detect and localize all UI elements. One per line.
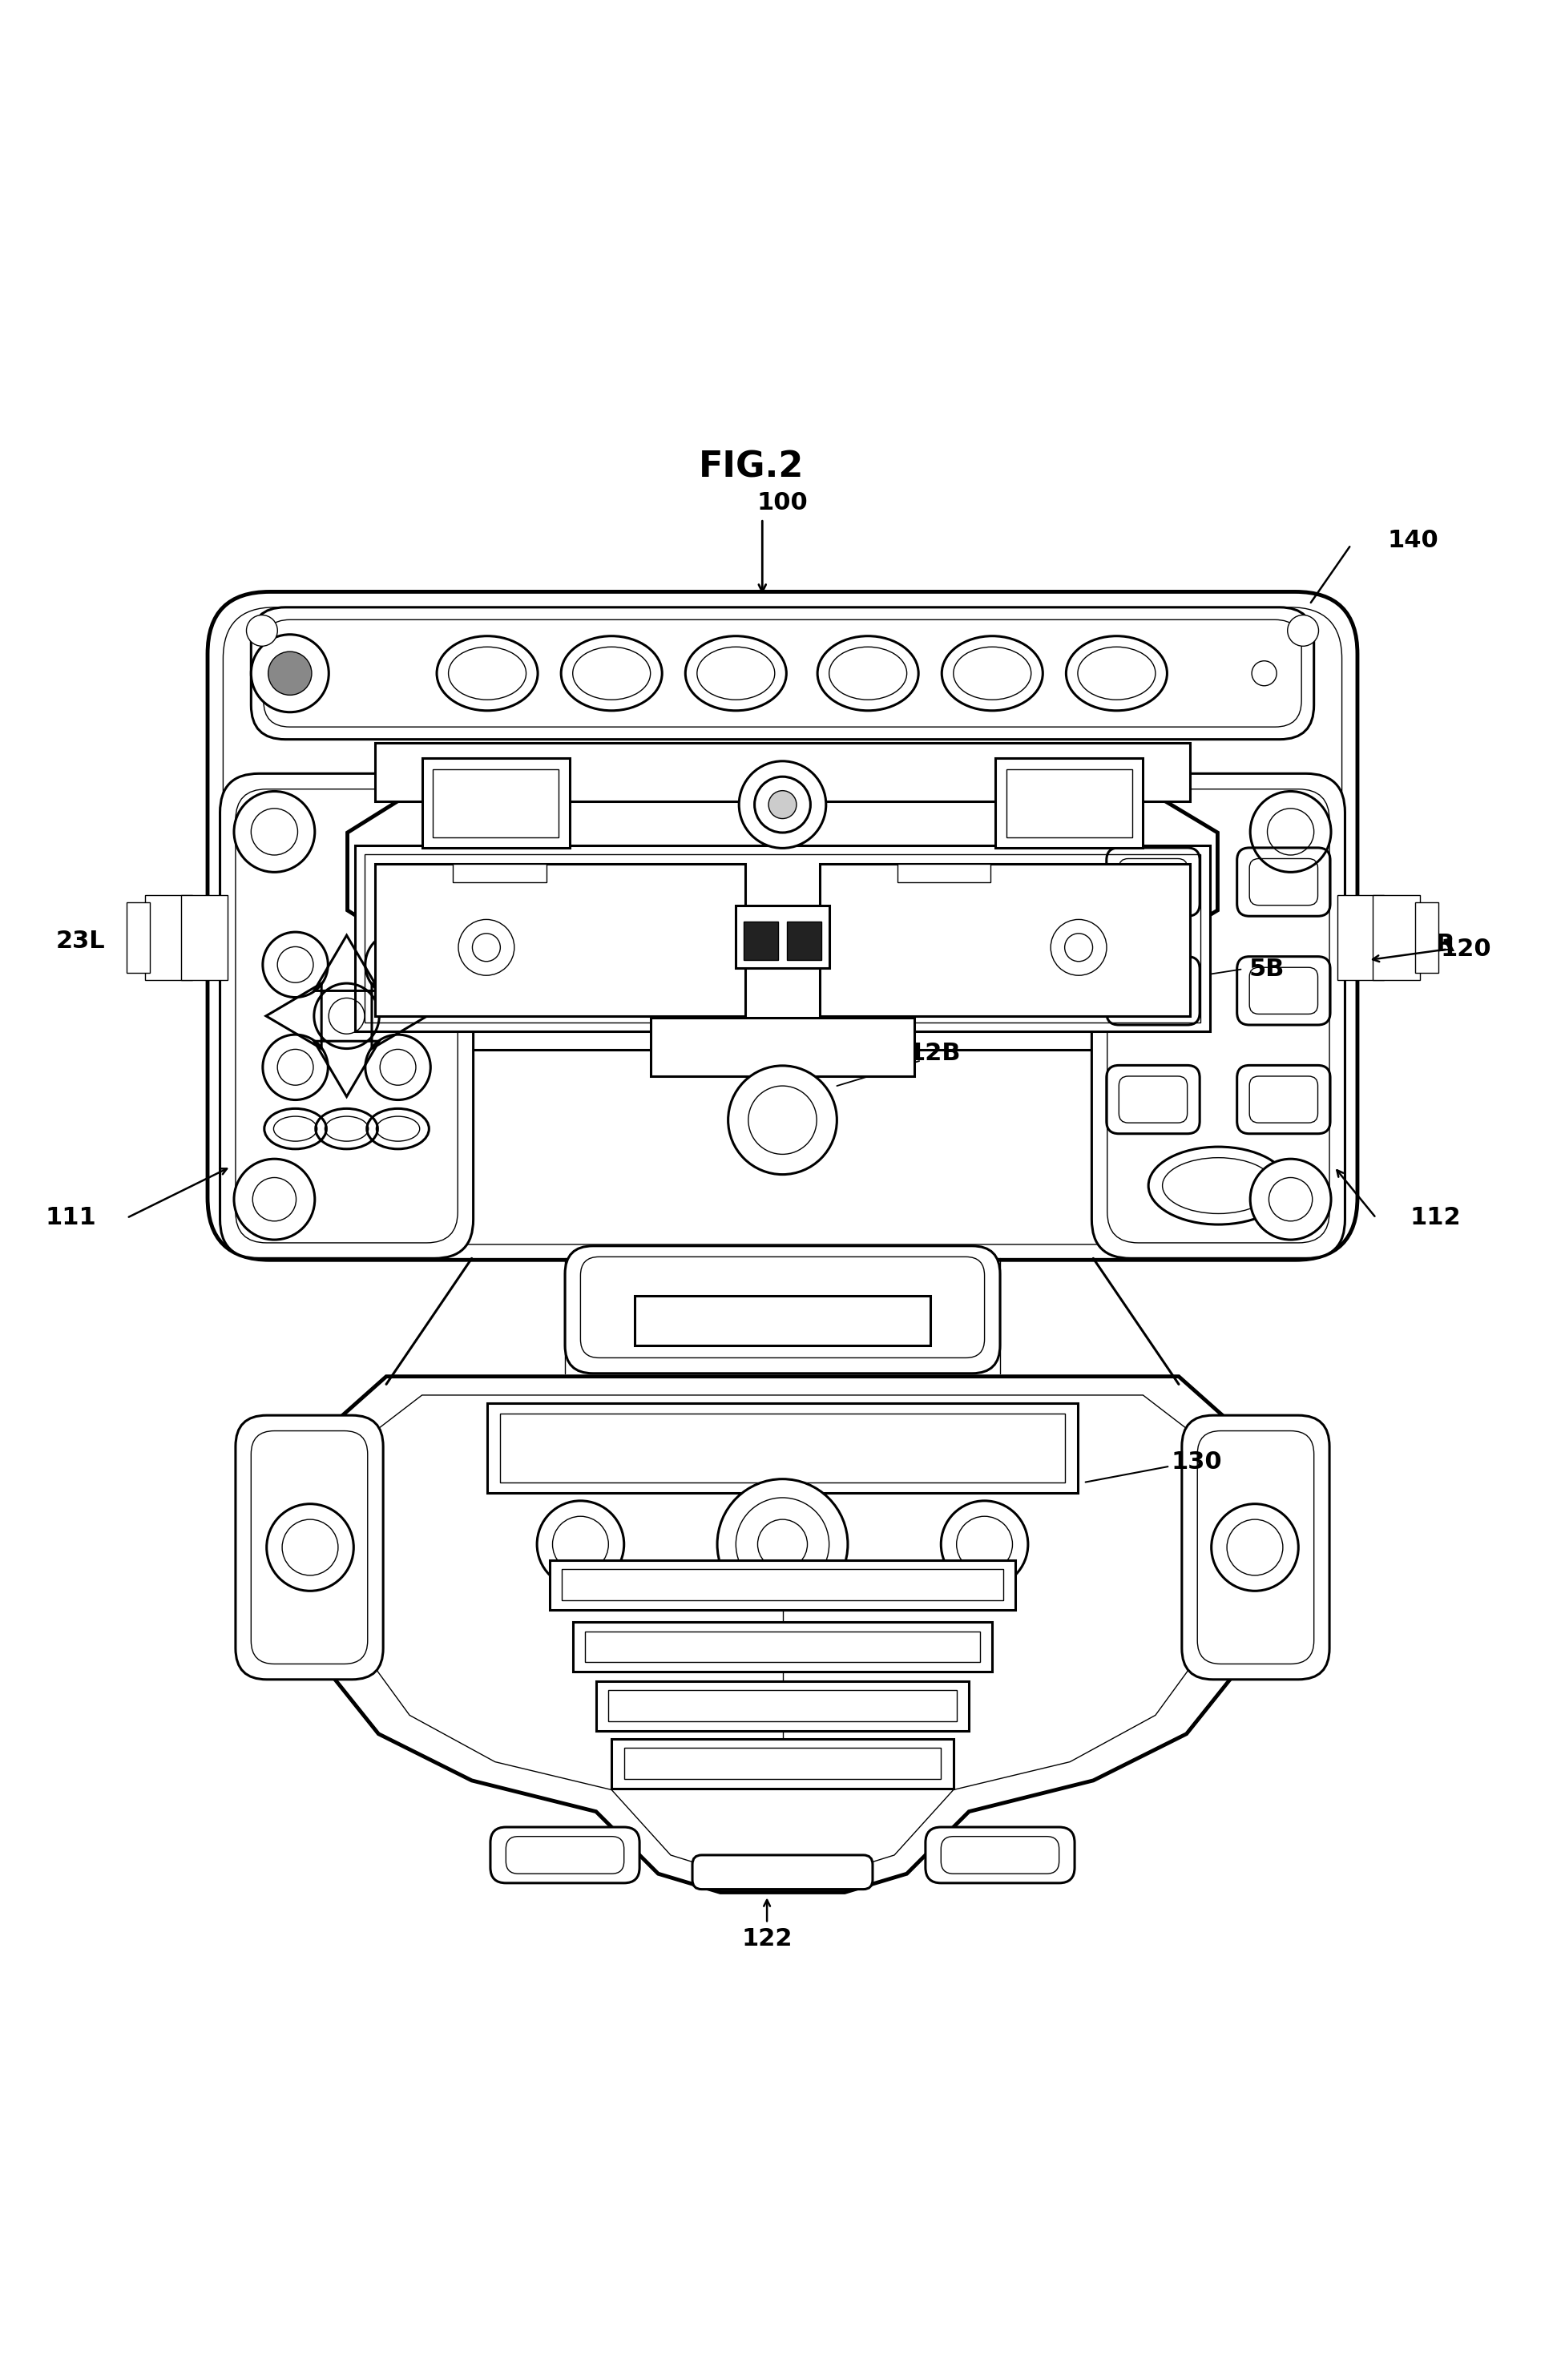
Circle shape: [754, 776, 811, 833]
Bar: [454, 864, 546, 883]
Bar: [995, 757, 1142, 847]
Text: 31: 31: [920, 693, 955, 716]
Bar: [787, 921, 822, 959]
Circle shape: [1288, 614, 1319, 645]
Bar: [1006, 769, 1131, 838]
FancyBboxPatch shape: [490, 1828, 640, 1883]
Ellipse shape: [817, 635, 919, 712]
Text: 12A: 12A: [740, 693, 793, 716]
Circle shape: [728, 1066, 837, 1173]
Bar: [127, 902, 150, 973]
Ellipse shape: [942, 635, 1042, 712]
Circle shape: [246, 614, 277, 645]
Bar: [376, 864, 745, 1016]
Bar: [562, 1568, 1003, 1599]
Circle shape: [537, 1502, 624, 1587]
Text: 140: 140: [1388, 528, 1438, 552]
Polygon shape: [285, 1376, 1280, 1892]
Circle shape: [1252, 662, 1277, 685]
Ellipse shape: [437, 635, 538, 712]
Circle shape: [717, 1478, 848, 1609]
FancyBboxPatch shape: [692, 1854, 873, 1890]
Bar: [1415, 902, 1438, 973]
Text: 12B: 12B: [909, 1042, 961, 1064]
Bar: [651, 1019, 914, 1076]
Bar: [376, 743, 1189, 802]
Bar: [423, 757, 570, 847]
Bar: [585, 1630, 980, 1661]
Bar: [499, 1414, 1066, 1483]
Text: 120: 120: [1441, 938, 1491, 962]
Circle shape: [1211, 1504, 1299, 1590]
Bar: [549, 1559, 1016, 1609]
Bar: [612, 1737, 953, 1787]
Bar: [365, 854, 1200, 1021]
Bar: [1337, 895, 1383, 981]
Circle shape: [1250, 790, 1330, 871]
Ellipse shape: [685, 635, 786, 712]
Circle shape: [268, 652, 311, 695]
FancyBboxPatch shape: [236, 1416, 383, 1680]
Circle shape: [266, 1504, 354, 1590]
FancyBboxPatch shape: [208, 593, 1357, 1259]
Polygon shape: [347, 750, 1218, 957]
Bar: [573, 1623, 992, 1671]
Text: 112: 112: [1410, 1207, 1460, 1230]
Text: 31: 31: [579, 693, 613, 716]
FancyBboxPatch shape: [221, 774, 473, 1259]
Text: 23R: 23R: [1402, 933, 1455, 957]
FancyBboxPatch shape: [1182, 1416, 1329, 1680]
Circle shape: [235, 790, 315, 871]
Bar: [609, 1690, 956, 1721]
Bar: [635, 1295, 930, 1345]
Text: 15: 15: [501, 957, 535, 981]
Bar: [736, 907, 829, 969]
Circle shape: [250, 635, 329, 712]
Bar: [897, 864, 991, 883]
Bar: [146, 895, 192, 981]
FancyBboxPatch shape: [925, 1828, 1075, 1883]
Circle shape: [768, 790, 797, 819]
Circle shape: [235, 1159, 315, 1240]
Text: 122: 122: [742, 1928, 792, 1952]
Bar: [434, 769, 559, 838]
Circle shape: [739, 762, 826, 847]
Bar: [1373, 895, 1419, 981]
Text: 19L: 19L: [516, 931, 567, 952]
FancyBboxPatch shape: [1092, 774, 1344, 1259]
Text: 19R: 19R: [923, 931, 977, 952]
Bar: [182, 895, 228, 981]
Text: 23L: 23L: [55, 931, 105, 952]
FancyBboxPatch shape: [254, 778, 1311, 1050]
Text: 25U: 25U: [460, 828, 515, 852]
Circle shape: [1250, 1159, 1330, 1240]
Bar: [596, 1680, 969, 1730]
FancyBboxPatch shape: [250, 607, 1315, 740]
Text: FIG.2: FIG.2: [700, 450, 804, 486]
Bar: [624, 1747, 941, 1778]
Bar: [355, 845, 1210, 1031]
Text: 111: 111: [45, 1207, 97, 1230]
Circle shape: [941, 1502, 1028, 1587]
Text: 100: 100: [757, 493, 808, 514]
Ellipse shape: [1066, 635, 1167, 712]
Bar: [820, 864, 1189, 1016]
Bar: [743, 921, 778, 959]
Bar: [487, 1402, 1078, 1492]
Text: 5A: 5A: [524, 847, 560, 871]
Text: 5B: 5B: [1249, 957, 1285, 981]
FancyBboxPatch shape: [565, 1247, 1000, 1373]
Ellipse shape: [562, 635, 662, 712]
Text: 130: 130: [1171, 1449, 1222, 1473]
Text: 25U: 25U: [1024, 828, 1077, 852]
